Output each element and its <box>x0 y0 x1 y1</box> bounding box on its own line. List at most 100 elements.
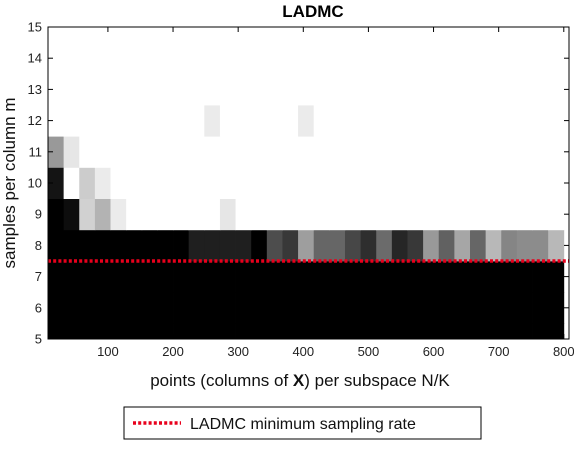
heatmap-cell <box>110 42 127 75</box>
y-tick-label: 10 <box>28 176 42 191</box>
y-axis-label: samples per column m <box>0 97 19 268</box>
heatmap-cell <box>391 73 408 106</box>
heatmap-cell <box>376 105 393 137</box>
heatmap-cell <box>329 105 346 137</box>
heatmap-cell <box>141 198 158 231</box>
heatmap-cell <box>407 292 424 324</box>
heatmap-cell <box>63 229 80 262</box>
heatmap-cell <box>454 42 471 75</box>
heatmap-cell <box>329 167 346 199</box>
heatmap-cell <box>48 73 65 106</box>
heatmap-cell <box>173 105 190 137</box>
heatmap-cell <box>532 292 549 324</box>
x-axis-label-part: ) per subspace N/K <box>304 371 450 390</box>
heatmap-cell <box>48 167 65 199</box>
heatmap-cell <box>470 27 487 43</box>
heatmap-cell <box>298 198 315 231</box>
heatmap-cell <box>235 73 252 106</box>
heatmap-cell <box>548 73 565 106</box>
x-tick-label: 400 <box>292 344 314 359</box>
heatmap-cell <box>235 105 252 137</box>
heatmap-cell <box>329 261 346 293</box>
heatmap-cell <box>94 323 111 340</box>
heatmap-cell <box>266 42 283 75</box>
heatmap-cell <box>251 167 268 199</box>
heatmap-cell <box>391 292 408 324</box>
heatmap-cell <box>376 198 393 231</box>
heatmap-cell <box>110 136 127 168</box>
heatmap-cell <box>548 27 565 43</box>
heatmap-cell <box>157 105 174 137</box>
heatmap-cell <box>110 27 127 43</box>
heatmap-cells <box>48 27 565 340</box>
heatmap-cell <box>391 229 408 262</box>
heatmap-cell <box>516 73 533 106</box>
heatmap-cell <box>423 292 440 324</box>
heatmap-cell <box>501 198 518 231</box>
heatmap-cell <box>438 136 455 168</box>
heatmap-cell <box>266 229 283 262</box>
heatmap-cell <box>516 27 533 43</box>
heatmap-cell <box>126 136 143 168</box>
heatmap-cell <box>204 167 221 199</box>
heatmap-cell <box>157 198 174 231</box>
heatmap-cell <box>298 292 315 324</box>
heatmap-cell <box>313 42 330 75</box>
heatmap-cell <box>110 292 127 324</box>
heatmap-cell <box>94 292 111 324</box>
heatmap-cell <box>94 198 111 231</box>
heatmap-cell <box>532 261 549 293</box>
heatmap-cell <box>454 292 471 324</box>
heatmap-cell <box>173 198 190 231</box>
heatmap-cell <box>516 292 533 324</box>
heatmap-cell <box>157 261 174 293</box>
y-tick-label: 15 <box>28 20 42 35</box>
heatmap-cell <box>79 73 96 106</box>
heatmap-cell <box>360 167 377 199</box>
x-axis-label-bold-part: X <box>293 371 305 390</box>
heatmap-cell <box>454 27 471 43</box>
heatmap-cell <box>470 136 487 168</box>
heatmap-cell <box>532 27 549 43</box>
heatmap-cell <box>63 136 80 168</box>
heatmap-cell <box>63 42 80 75</box>
heatmap-cell <box>313 73 330 106</box>
heatmap-cell <box>485 105 502 137</box>
heatmap-cell <box>48 42 65 75</box>
heatmap-cell <box>63 198 80 231</box>
heatmap-cell <box>360 42 377 75</box>
heatmap-cell <box>266 136 283 168</box>
heatmap-cell <box>63 323 80 340</box>
heatmap-cell <box>94 27 111 43</box>
heatmap-cell <box>376 292 393 324</box>
heatmap-cell <box>438 229 455 262</box>
heatmap-cell <box>157 323 174 340</box>
heatmap-cell <box>516 198 533 231</box>
y-tick-label: 11 <box>29 144 43 159</box>
heatmap-cell <box>204 73 221 106</box>
heatmap-cell <box>282 27 299 43</box>
heatmap-cell <box>251 292 268 324</box>
heatmap-cell <box>470 292 487 324</box>
heatmap-cell <box>407 27 424 43</box>
heatmap-cell <box>407 167 424 199</box>
heatmap-cell <box>251 198 268 231</box>
heatmap-cell <box>438 292 455 324</box>
heatmap-cell <box>282 73 299 106</box>
heatmap-cell <box>173 27 190 43</box>
heatmap-cell <box>313 292 330 324</box>
heatmap-cell <box>63 105 80 137</box>
heatmap-cell <box>423 105 440 137</box>
heatmap-cell <box>251 229 268 262</box>
heatmap-cell <box>501 105 518 137</box>
heatmap-cell <box>110 323 127 340</box>
heatmap-cell <box>313 136 330 168</box>
heatmap-cell <box>141 27 158 43</box>
heatmap-cell <box>188 229 205 262</box>
heatmap-cell <box>79 261 96 293</box>
heatmap-cell <box>454 229 471 262</box>
heatmap-cell <box>204 105 221 137</box>
heatmap-cell <box>344 229 361 262</box>
heatmap-cell <box>204 198 221 231</box>
heatmap-cell <box>235 198 252 231</box>
